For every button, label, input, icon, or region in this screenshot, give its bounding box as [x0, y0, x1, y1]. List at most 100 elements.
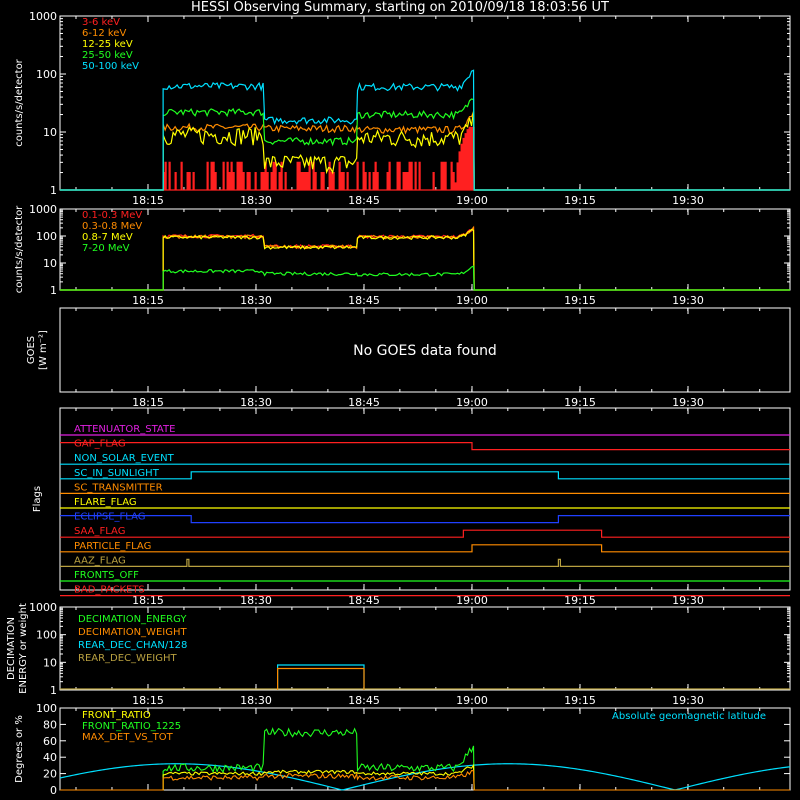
y-axis-label: GOES [26, 336, 37, 364]
plot-frame [59, 707, 791, 791]
series-line [60, 763, 790, 791]
flag-label: GAP_FLAG [74, 439, 126, 450]
y-axis-label: counts/s/detector [14, 58, 25, 146]
plot-frame [59, 307, 791, 393]
legend-entry: 6-12 keV [82, 28, 126, 39]
legend-entry: DECIMATION_ENERGY [78, 614, 187, 625]
flag-line [60, 529, 790, 538]
legend-entry: FRONT_RATIO [82, 710, 151, 721]
flag-line [60, 558, 790, 568]
flag-label: PARTICLE_FLAG [74, 541, 151, 552]
y-tick-label: 1 [50, 684, 57, 697]
y-axis-label: Degrees or % [14, 715, 25, 783]
flag-label: SC_TRANSMITTER [74, 482, 163, 493]
panel-6: 0 20 40 60 80 100 Degrees or % FRONT_RATIOFRONT… [14, 702, 791, 797]
legend-entry: 3-6 keV [82, 17, 120, 28]
y-tick-label: 1 [50, 284, 57, 297]
legend-entry: 0.3-0.8 MeV [82, 221, 142, 232]
legend-entry: MAX_DET_VS_TOT [82, 732, 174, 743]
legend-entry: FRONT_RATIO_1225 [82, 721, 181, 732]
flag-label: SC_IN_SUNLIGHT [74, 468, 160, 479]
y-tick-label: 20 [43, 768, 57, 781]
series-line [277, 667, 365, 690]
y-tick-label: 80 [43, 718, 57, 731]
series-line [60, 228, 790, 291]
no-data-message: No GOES data found [353, 343, 497, 359]
y-axis-label-2: ENERGY or weight [18, 603, 29, 694]
x-tick-label: 19:30 [672, 594, 704, 607]
x-tick-label: 19:15 [564, 694, 596, 707]
series-line [60, 265, 790, 291]
legend-entry: 12-25 keV [82, 39, 133, 50]
panel-2: 18:15 18:30 18:45 19:00 19:15 19:30 1 10 100 1000… [14, 203, 791, 307]
legend-entry: 25-50 keV [82, 50, 133, 61]
legend-entry: DECIMATION_WEIGHT [78, 627, 187, 638]
series-line [60, 727, 790, 791]
legend-entry: REAR_DEC_CHAN/128 [78, 640, 187, 651]
y-tick-label: 1000 [29, 203, 57, 216]
plot-frame [59, 606, 791, 691]
y-axis-label: DECIMATION [6, 617, 17, 680]
y-axis-label: counts/s/detector [14, 205, 25, 293]
x-tick-label: 19:00 [456, 594, 488, 607]
x-tick-label: 18:15 [132, 396, 164, 409]
x-tick-label: 18:15 [132, 594, 164, 607]
x-tick-label: 19:00 [456, 396, 488, 409]
panel-5: 18:15 18:30 18:45 19:00 19:15 19:30 1 10 100 1000… [6, 601, 791, 707]
panel-1: 18:15 18:30 18:45 19:00 19:15 19:30 1 10 100 1000… [14, 10, 791, 207]
y-tick-label: 10 [43, 126, 57, 139]
flag-line [60, 442, 790, 451]
x-tick-label: 19:15 [564, 594, 596, 607]
series-line [60, 69, 790, 191]
legend-entry: 0.8-7 MeV [82, 232, 133, 243]
x-tick-label: 19:30 [672, 694, 704, 707]
x-tick-label: 19:15 [564, 396, 596, 409]
y-tick-label: 60 [43, 735, 57, 748]
series-line [60, 111, 790, 191]
x-tick-label: 19:30 [672, 194, 704, 207]
y-tick-label: 100 [36, 230, 57, 243]
x-tick-label: 18:45 [348, 194, 380, 207]
x-tick-label: 18:45 [348, 694, 380, 707]
y-tick-label: 100 [36, 68, 57, 81]
y-tick-label: 1000 [29, 601, 57, 614]
x-tick-label: 18:30 [240, 694, 272, 707]
flag-label: BAD_PACKETS [74, 585, 145, 596]
annotation-text: Absolute geomagnetic latitude [612, 711, 766, 722]
x-tick-label: 18:30 [240, 294, 272, 307]
flag-label: ATTENUATOR_STATE [74, 424, 175, 435]
y-tick-label: 1 [50, 184, 57, 197]
y-tick-label: 0 [50, 784, 57, 797]
x-tick-label: 19:00 [456, 294, 488, 307]
legend-entry: 0.1-0.3 MeV [82, 210, 142, 221]
flag-line [60, 514, 790, 524]
y-tick-label: 40 [43, 751, 57, 764]
panel-4: 18:15 18:30 18:45 19:00 19:15 19:30 Flags ATTEN… [32, 407, 791, 607]
panel-3: 18:15 18:30 18:45 19:00 19:15 19:30 GOES [W m⁻²… [26, 307, 791, 409]
series-line [60, 770, 790, 791]
series-line [60, 226, 790, 291]
flag-line [60, 471, 790, 480]
x-tick-label: 19:00 [456, 194, 488, 207]
flag-label: SAA_FLAG [74, 526, 125, 537]
x-tick-label: 19:15 [564, 294, 596, 307]
x-tick-label: 18:15 [132, 294, 164, 307]
flag-label: FLARE_FLAG [74, 497, 137, 508]
y-tick-label: 10 [43, 257, 57, 270]
y-tick-label: 10 [43, 656, 57, 669]
y-axis-units: [W m⁻²] [38, 330, 49, 370]
y-axis-label: Flags [32, 486, 43, 512]
y-tick-label: 100 [36, 629, 57, 642]
flag-line [60, 544, 790, 553]
x-tick-label: 19:00 [456, 694, 488, 707]
x-tick-label: 18:30 [240, 194, 272, 207]
y-tick-label: 1000 [29, 10, 57, 23]
plot-title: HESSI Observing Summary, starting on 201… [191, 0, 609, 15]
x-tick-label: 19:30 [672, 396, 704, 409]
series-line [60, 111, 790, 191]
plot-frame [59, 208, 791, 291]
legend-entry: REAR_DEC_WEIGHT [78, 653, 177, 664]
x-tick-label: 18:45 [348, 396, 380, 409]
legend-entry: 7-20 MeV [82, 243, 130, 254]
